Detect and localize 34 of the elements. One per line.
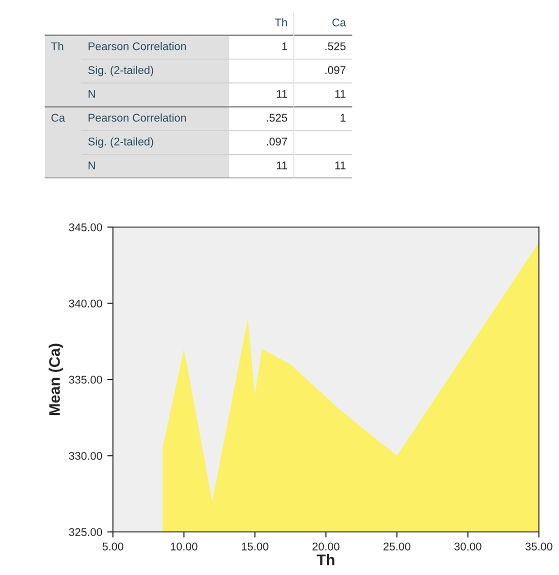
y-axis-title: Mean (Ca) [48, 344, 63, 415]
text: Pearson Correlation [88, 42, 186, 50]
text: .097 [325, 66, 346, 74]
text: 11 [276, 162, 288, 170]
y-tick-label: 325.00 [68, 528, 102, 536]
text: Sig. (2-tailed) [88, 137, 154, 148]
x-axis-title: Th [316, 554, 334, 566]
text: 11 [335, 162, 346, 170]
x-tick-label: 15.00 [242, 542, 268, 550]
y-tick-label: 335.00 [68, 376, 102, 384]
x-tick-label: 10.00 [170, 542, 198, 550]
text: Ca [51, 114, 66, 122]
text: Th [51, 42, 64, 50]
text: .525 [266, 114, 288, 122]
x-tick-label: 20.00 [312, 542, 340, 550]
x-tick-label: 35.00 [525, 542, 552, 550]
text: 1 [340, 114, 346, 122]
x-tick-label: 25.00 [384, 542, 410, 550]
text: N [88, 90, 95, 98]
text: 11 [276, 90, 288, 98]
text: .525 [325, 42, 346, 50]
text: Th [274, 18, 287, 26]
text: N [88, 162, 95, 170]
y-tick-label: 345.00 [68, 223, 102, 232]
y-tick-label: 330.00 [68, 452, 102, 460]
text: Ca [332, 18, 346, 26]
text: 1 [282, 42, 288, 50]
text: .097 [266, 138, 288, 146]
x-tick-label: 5.00 [102, 542, 124, 550]
text: Sig. (2-tailed) [88, 66, 154, 76]
x-tick-label: 30.00 [454, 542, 482, 550]
y-tick-label: 340.00 [68, 300, 102, 308]
text: Pearson Correlation [88, 114, 186, 122]
text: 11 [335, 90, 346, 98]
